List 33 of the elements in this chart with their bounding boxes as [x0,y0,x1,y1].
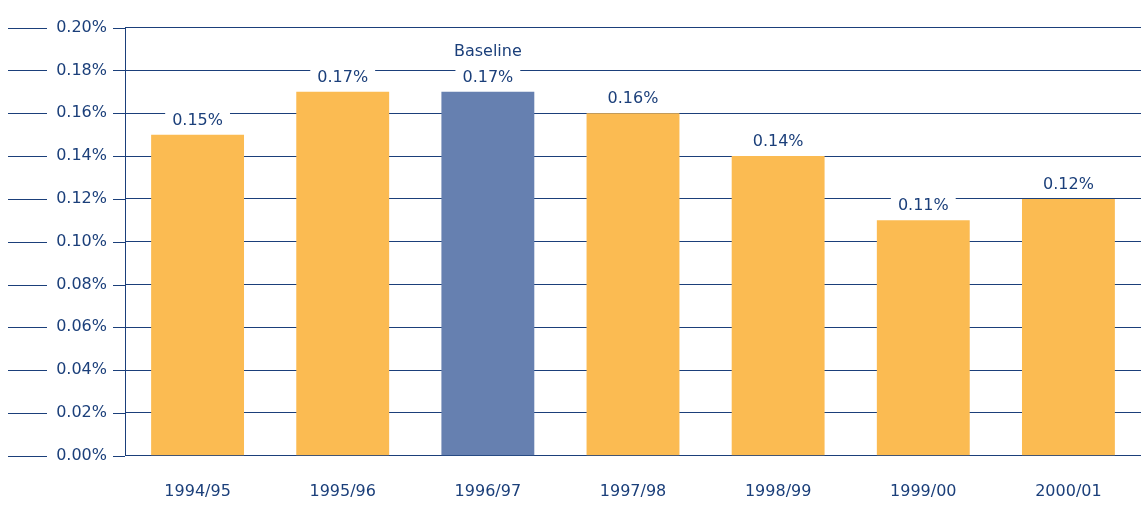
bar [731,156,825,456]
x-tick-label: 1995/96 [309,480,376,500]
bar [1021,198,1115,456]
y-tick-label: 0.20% [56,16,107,36]
data-label: 0.16% [607,88,659,108]
bar [296,91,390,456]
y-tick-label: 0.08% [56,273,107,293]
bar [151,134,245,456]
x-tick-label: 1994/95 [164,480,231,500]
data-label: 0.12% [1043,174,1094,194]
y-tick-label: 0.06% [56,316,107,336]
x-tick-label: 2000/01 [1035,480,1102,500]
y-tick-label: 0.00% [56,444,107,464]
x-tick-label: 1998/99 [744,480,812,500]
x-tick-label: 1997/98 [599,480,667,500]
data-label: 0.14% [752,131,804,151]
y-tick-label: 0.12% [56,188,107,208]
y-tick-label: 0.18% [56,59,107,79]
bar [876,220,970,456]
y-tick-label: 0.16% [56,102,107,122]
y-tick-label: 0.14% [56,145,107,165]
data-label: 0.11% [897,195,949,215]
x-tick-label: 1996/97 [454,480,522,500]
data-label: 0.17% [317,66,369,86]
annotation: Baseline [453,40,522,60]
x-tick-label: 1999/00 [890,480,957,500]
bar [586,113,680,456]
data-label: 0.15% [172,109,223,129]
y-tick-label: 0.04% [56,359,107,379]
y-tick-label: 0.10% [56,230,107,250]
y-tick-label: 0.02% [56,402,107,422]
data-label: 0.17% [462,66,514,86]
bar [441,91,535,456]
